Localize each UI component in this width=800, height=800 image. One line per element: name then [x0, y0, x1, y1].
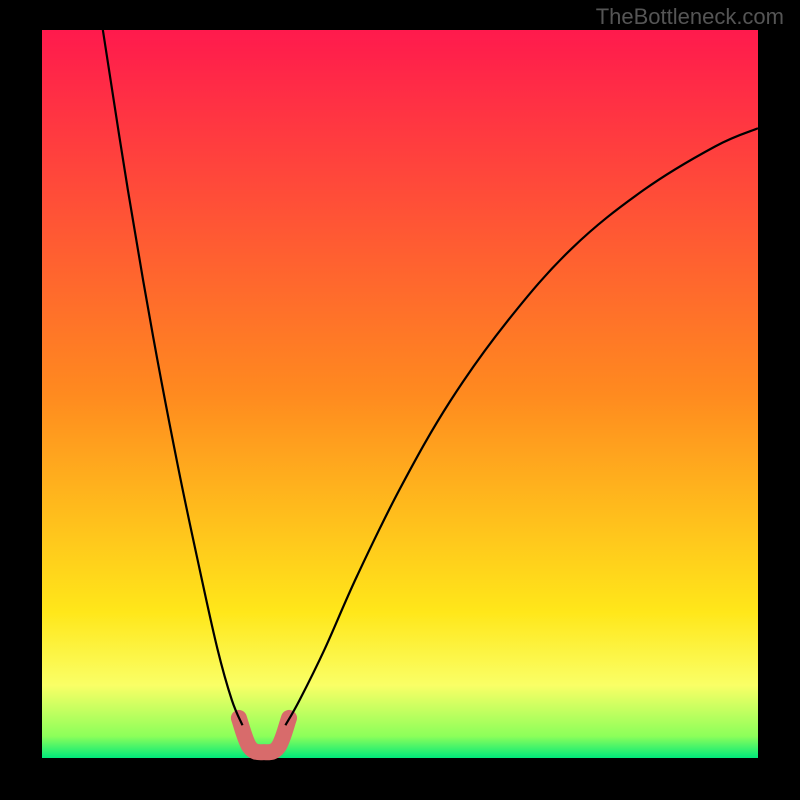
curve-svg [42, 30, 758, 758]
bottleneck-curve-left [103, 30, 243, 725]
watermark-text: TheBottleneck.com [596, 4, 784, 30]
outer-frame: TheBottleneck.com [0, 0, 800, 800]
plot-area [42, 30, 758, 758]
bottleneck-curve-right [285, 128, 758, 725]
valley-marker [239, 718, 289, 752]
